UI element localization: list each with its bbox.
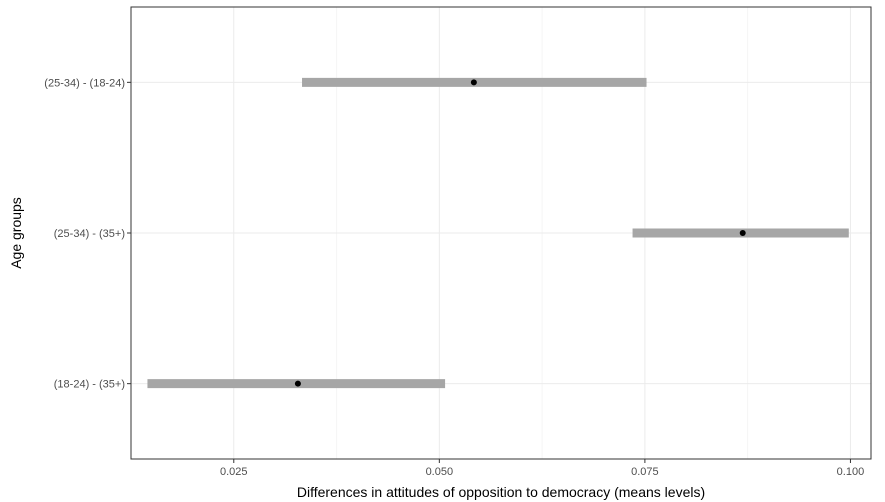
estimate-point bbox=[294, 380, 301, 387]
y-tick-label: (18-24) - (35+) bbox=[54, 379, 125, 391]
x-tick-label: 0.050 bbox=[426, 466, 454, 478]
x-tick-label: 0.075 bbox=[631, 466, 659, 478]
x-tick-label: 0.100 bbox=[837, 466, 865, 478]
y-axis-title: Age groups bbox=[8, 197, 24, 269]
point-estimates bbox=[294, 79, 746, 387]
estimate-point bbox=[739, 230, 746, 236]
x-axis-title: Differences in attitudes of opposition t… bbox=[297, 484, 705, 500]
y-tick-label: (25-34) - (35+) bbox=[54, 228, 125, 240]
estimate-point bbox=[470, 79, 477, 86]
axis-ticks: 0.025 0.050 0.075 0.100 (25-34) - (18-24) (25… bbox=[44, 77, 864, 478]
y-tick-label: (25-34) - (18-24) bbox=[44, 77, 125, 89]
x-tick-label: 0.025 bbox=[220, 466, 248, 478]
